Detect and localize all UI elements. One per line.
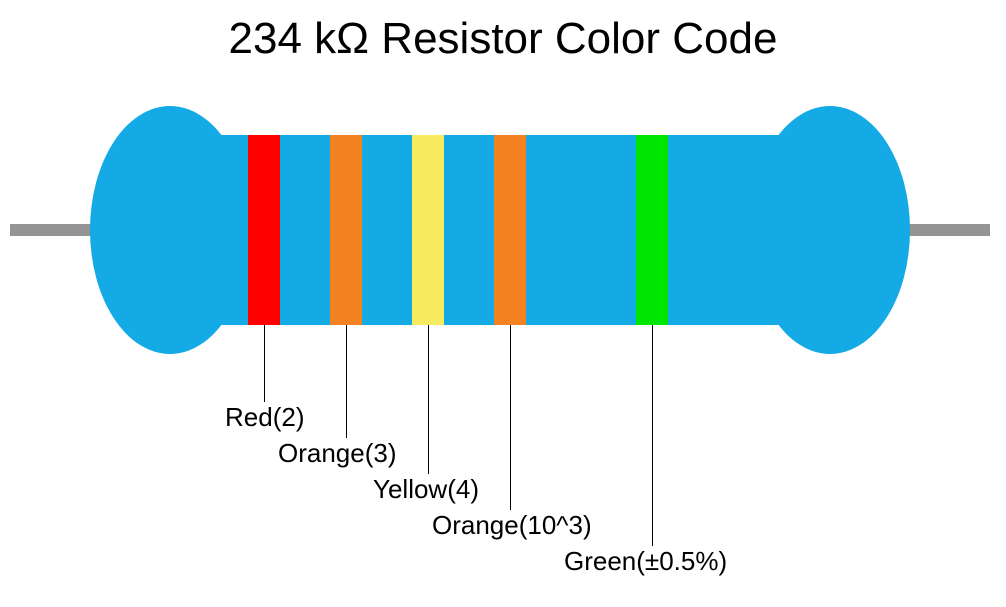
callout-leader-4	[510, 325, 511, 510]
callout-leader-1	[264, 325, 265, 402]
callout-leader-2	[346, 325, 347, 438]
color-band-4	[494, 135, 526, 325]
color-band-5	[636, 135, 668, 325]
callout-label-3: Yellow(4)	[373, 474, 479, 505]
callout-label-2: Orange(3)	[278, 438, 397, 469]
diagram-title: 234 kΩ Resistor Color Code	[0, 14, 1006, 64]
color-band-3	[412, 135, 444, 325]
callout-label-1: Red(2)	[225, 402, 304, 433]
callout-label-5: Green(±0.5%)	[564, 546, 727, 577]
color-band-1	[248, 135, 280, 325]
diagram-canvas: 234 kΩ Resistor Color Code Red(2) Orange…	[0, 0, 1006, 607]
color-band-2	[330, 135, 362, 325]
callout-leader-5	[652, 325, 653, 546]
callout-leader-3	[428, 325, 429, 474]
callout-label-4: Orange(10^3)	[432, 510, 592, 541]
